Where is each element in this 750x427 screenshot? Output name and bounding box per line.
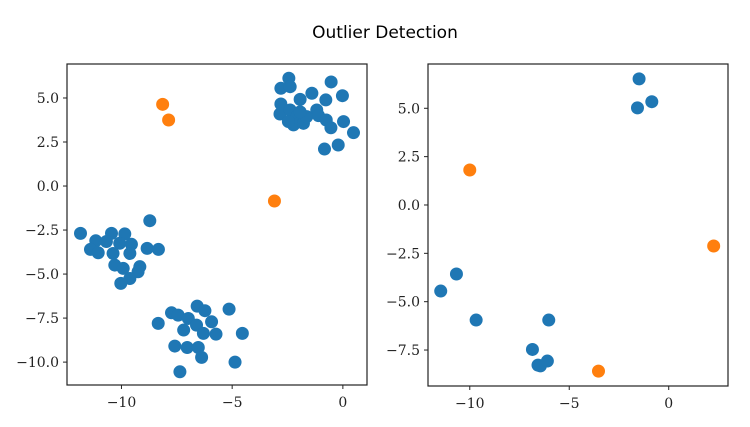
inlier-point: [274, 97, 288, 111]
inlier-point: [337, 115, 351, 129]
inlier-point: [540, 354, 554, 368]
outlier-point: [156, 97, 170, 111]
inlier-point: [645, 95, 659, 109]
inlier-point: [542, 313, 556, 327]
inlier-point: [335, 89, 349, 103]
x-tick-label: 0: [664, 396, 673, 412]
x-tick-label: −5: [222, 395, 243, 411]
inlier-point: [143, 214, 157, 228]
inlier-point: [209, 327, 223, 341]
y-tick-label: −10.0: [16, 355, 59, 371]
chart-title: Outlier Detection: [312, 23, 458, 43]
inlier-point: [632, 72, 646, 86]
x-tick-label: −5: [559, 396, 580, 412]
y-tick-label: −7.5: [386, 343, 420, 359]
inlier-point: [293, 92, 307, 106]
inlier-point: [228, 355, 242, 369]
inlier-point: [293, 105, 307, 119]
inlier-point: [168, 339, 182, 353]
inlier-point: [180, 340, 194, 354]
left-scatter-axes: −10 −5 0 5.0 2.5 0.0 −2.5 −5.0 −7.5 −10.0: [16, 63, 368, 411]
outlier-point: [267, 194, 281, 208]
y-tick-label: 5.0: [398, 101, 420, 117]
inlier-point: [434, 284, 448, 298]
inlier-point: [114, 276, 128, 290]
inlier-point: [116, 261, 130, 275]
inlier-point: [151, 242, 165, 256]
inlier-point: [317, 142, 331, 156]
inlier-point: [171, 308, 185, 322]
inlier-point: [106, 246, 120, 260]
inlier-point: [324, 75, 338, 89]
inlier-point: [283, 80, 297, 94]
inlier-point: [324, 121, 338, 135]
inlier-point: [469, 313, 483, 327]
inlier-point: [449, 267, 463, 281]
inlier-point: [235, 326, 249, 340]
inlier-point: [331, 138, 345, 152]
y-tick-label: 0.0: [37, 179, 59, 195]
y-tick-label: 2.5: [37, 135, 59, 151]
right-scatter-axes: −10 −5 0 5.0 2.5 0.0 −2.5 −5.0 −7.5: [386, 63, 729, 412]
inlier-point: [281, 115, 295, 129]
x-tick-label: −10: [107, 395, 137, 411]
y-tick-label: −7.5: [25, 311, 59, 327]
y-tick-label: 5.0: [37, 91, 59, 107]
inlier-point: [140, 241, 154, 255]
inlier-point: [191, 340, 205, 354]
outlier-point: [707, 239, 721, 253]
inlier-point: [196, 326, 210, 340]
inlier-point: [99, 234, 113, 248]
axes-frame: [66, 63, 368, 386]
outlier-point: [162, 113, 176, 127]
y-tick-label: −2.5: [386, 246, 420, 262]
inlier-point: [113, 236, 127, 250]
y-tick-label: −2.5: [25, 223, 59, 239]
inlier-point: [123, 246, 137, 260]
inlier-point: [305, 86, 319, 100]
inlier-point: [273, 107, 287, 121]
inlier-point: [74, 226, 88, 240]
inlier-point: [177, 323, 191, 337]
inlier-point: [319, 93, 333, 107]
y-tick-label: −5.0: [386, 295, 420, 311]
axes-frame: [427, 63, 729, 387]
inlier-point: [91, 246, 105, 260]
x-tick-label: −10: [455, 396, 485, 412]
inlier-point: [195, 350, 209, 364]
inlier-point: [630, 101, 644, 115]
y-tick-label: 2.5: [398, 150, 420, 166]
inlier-point: [173, 365, 187, 379]
inlier-point: [346, 126, 360, 140]
inlier-point: [525, 342, 539, 356]
outlier-point: [463, 163, 477, 177]
inlier-point: [222, 302, 236, 316]
y-tick-label: −5.0: [25, 267, 59, 283]
inlier-point: [198, 304, 212, 318]
inlier-point: [151, 316, 165, 330]
x-tick-label: 0: [338, 395, 347, 411]
y-tick-label: 0.0: [398, 198, 420, 214]
outlier-point: [591, 364, 605, 378]
inlier-point: [205, 315, 219, 329]
